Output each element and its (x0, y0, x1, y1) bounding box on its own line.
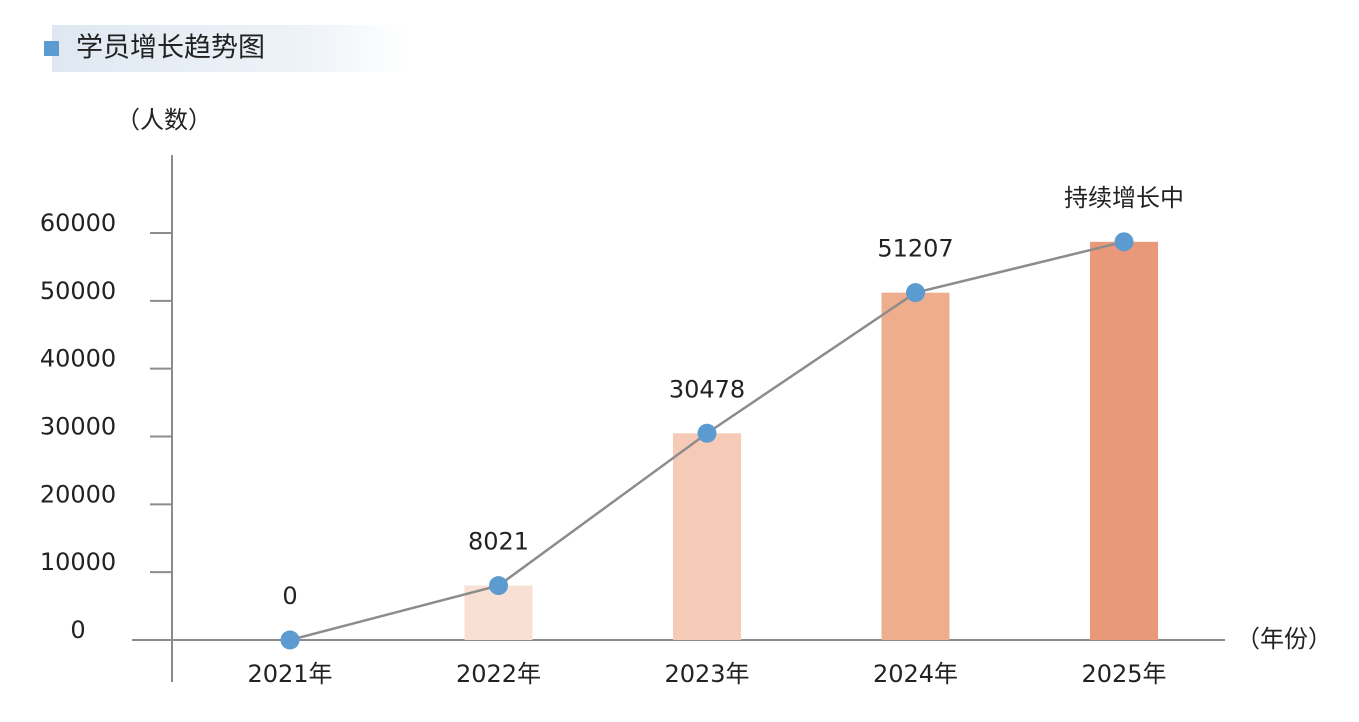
title-marker (44, 41, 59, 56)
data-point (697, 423, 717, 443)
y-tick-label: 30000 (40, 413, 116, 441)
data-label: 0 (282, 582, 297, 610)
y-tick-label: 10000 (40, 548, 116, 576)
y-tick-label: 0 (70, 616, 85, 644)
x-axis-label: （年份） (1236, 625, 1332, 653)
x-tick-label: 2022年 (456, 660, 541, 688)
y-tick-label: 50000 (40, 277, 116, 305)
y-tick-label: 60000 (40, 209, 116, 237)
y-axis-label: （人数） (116, 106, 212, 134)
x-tick-label: 2021年 (247, 660, 332, 688)
chart-title: 学员增长趋势图 (76, 33, 265, 64)
x-tick-label: 2023年 (664, 660, 749, 688)
y-tick-label: 40000 (40, 345, 116, 373)
bar (1090, 241, 1158, 640)
data-label: 51207 (877, 235, 953, 263)
bar (881, 292, 950, 640)
data-label: 8021 (468, 528, 529, 556)
bar (673, 433, 741, 640)
x-tick-label: 2025年 (1081, 660, 1166, 688)
data-point (489, 576, 508, 596)
data-label: 30478 (669, 375, 745, 403)
data-point (906, 283, 925, 303)
y-tick-label: 20000 (40, 480, 116, 508)
data-point (1114, 232, 1134, 252)
data-label: 持续增长中 (1064, 184, 1184, 212)
x-tick-label: 2024年 (873, 660, 958, 688)
data-point (280, 630, 300, 650)
title-band (52, 25, 412, 72)
